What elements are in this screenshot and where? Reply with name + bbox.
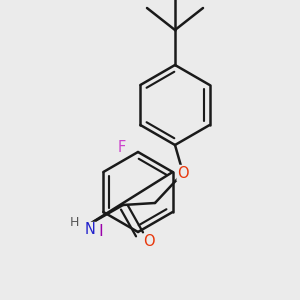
Text: I: I [98,224,103,239]
Text: O: O [143,235,155,250]
Text: H: H [69,215,79,229]
Text: O: O [177,166,189,181]
Text: N: N [85,223,95,238]
Text: F: F [118,140,126,155]
